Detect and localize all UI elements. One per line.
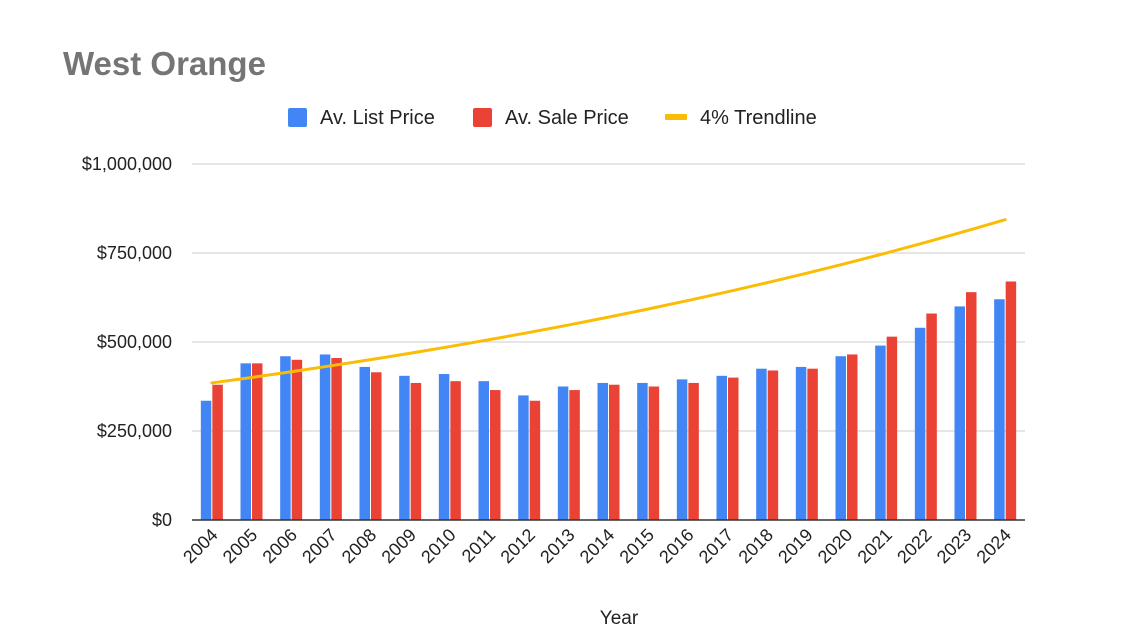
bar-list-price <box>676 379 688 520</box>
y-tick-label: $1,000,000 <box>82 154 172 174</box>
legend-label-list-price: Av. List Price <box>320 107 435 129</box>
x-tick-label: 2010 <box>417 525 459 567</box>
x-tick-label: 2021 <box>854 525 896 567</box>
x-tick-label: 2009 <box>378 525 420 567</box>
bar-list-price <box>914 327 926 520</box>
bar-sale-price <box>847 354 858 520</box>
x-tick-label: 2014 <box>576 525 618 567</box>
legend: Av. List Price Av. Sale Price 4% Trendli… <box>288 107 817 129</box>
bar-list-price <box>557 386 569 520</box>
x-tick-label: 2004 <box>179 525 221 567</box>
bar-sale-price <box>410 382 422 520</box>
y-tick-label: $750,000 <box>97 243 172 263</box>
bar-sale-price <box>252 363 263 520</box>
bar-list-price <box>399 375 410 520</box>
bar-list-price <box>716 375 727 520</box>
bar-list-price <box>359 366 370 520</box>
bar-list-price <box>637 382 648 520</box>
bar-sale-price <box>886 336 898 520</box>
bars <box>200 281 1017 520</box>
bar-sale-price <box>569 390 580 520</box>
trendline <box>210 218 1007 385</box>
y-tick-label: $0 <box>152 510 172 530</box>
bar-sale-price <box>331 358 342 520</box>
x-tick-label: 2020 <box>814 525 856 567</box>
bar-list-price <box>319 354 331 520</box>
bar-sale-price <box>212 384 223 520</box>
x-tick-label: 2012 <box>497 525 539 567</box>
x-tick-label: 2016 <box>655 525 697 567</box>
bar-list-price <box>835 356 846 520</box>
legend-label-sale-price: Av. Sale Price <box>505 107 629 129</box>
x-axis-ticks: 2004200520062007200820092010201120122013… <box>179 525 1015 567</box>
bar-list-price <box>954 306 965 520</box>
bar-list-price <box>478 381 489 520</box>
bar-sale-price <box>1005 281 1017 520</box>
x-tick-label: 2013 <box>536 525 578 567</box>
bar-sale-price <box>648 386 660 520</box>
bar-sale-price <box>371 372 382 520</box>
bar-list-price <box>875 345 886 520</box>
bar-list-price <box>438 374 450 520</box>
x-tick-label: 2006 <box>259 525 301 567</box>
bar-sale-price <box>291 359 303 520</box>
bar-sale-price <box>728 377 739 520</box>
bar-sale-price <box>609 384 620 520</box>
bar-list-price <box>597 382 608 520</box>
legend-swatch-trendline <box>665 114 687 120</box>
bar-list-price <box>756 368 767 520</box>
bar-list-price <box>280 356 291 520</box>
legend-label-trendline: 4% Trendline <box>700 107 817 129</box>
gridlines <box>192 163 1025 432</box>
bar-sale-price <box>529 400 541 520</box>
x-axis-title: Year <box>600 608 639 629</box>
y-tick-label: $500,000 <box>97 332 172 352</box>
x-tick-label: 2007 <box>298 525 340 567</box>
x-tick-label: 2022 <box>893 525 935 567</box>
bar-sale-price <box>450 381 461 520</box>
x-tick-label: 2011 <box>458 525 500 567</box>
legend-swatch-list-price <box>288 108 307 127</box>
bar-sale-price <box>926 313 937 520</box>
bar-sale-price <box>490 390 501 520</box>
x-tick-label: 2024 <box>973 525 1015 567</box>
bar-sale-price <box>807 368 818 520</box>
x-tick-label: 2019 <box>774 525 816 567</box>
x-tick-label: 2017 <box>695 525 737 567</box>
y-tick-label: $250,000 <box>97 421 172 441</box>
bar-sale-price <box>966 292 977 520</box>
x-tick-label: 2005 <box>219 525 261 567</box>
x-tick-label: 2015 <box>616 525 658 567</box>
trendline-group <box>210 218 1007 385</box>
x-tick-label: 2023 <box>933 525 975 567</box>
chart-title: West Orange <box>63 45 266 82</box>
y-axis-ticks: $0 $250,000 $500,000 $750,000 $1,000,000 <box>82 154 172 530</box>
x-tick-label: 2008 <box>338 525 380 567</box>
bar-list-price <box>240 363 251 520</box>
bar-sale-price <box>767 370 779 520</box>
bar-list-price <box>518 395 529 520</box>
bar-list-price <box>200 400 212 520</box>
bar-sale-price <box>688 382 699 520</box>
legend-swatch-sale-price <box>473 108 492 127</box>
bar-list-price <box>795 366 807 520</box>
x-tick-label: 2018 <box>735 525 777 567</box>
bar-list-price <box>994 299 1005 520</box>
